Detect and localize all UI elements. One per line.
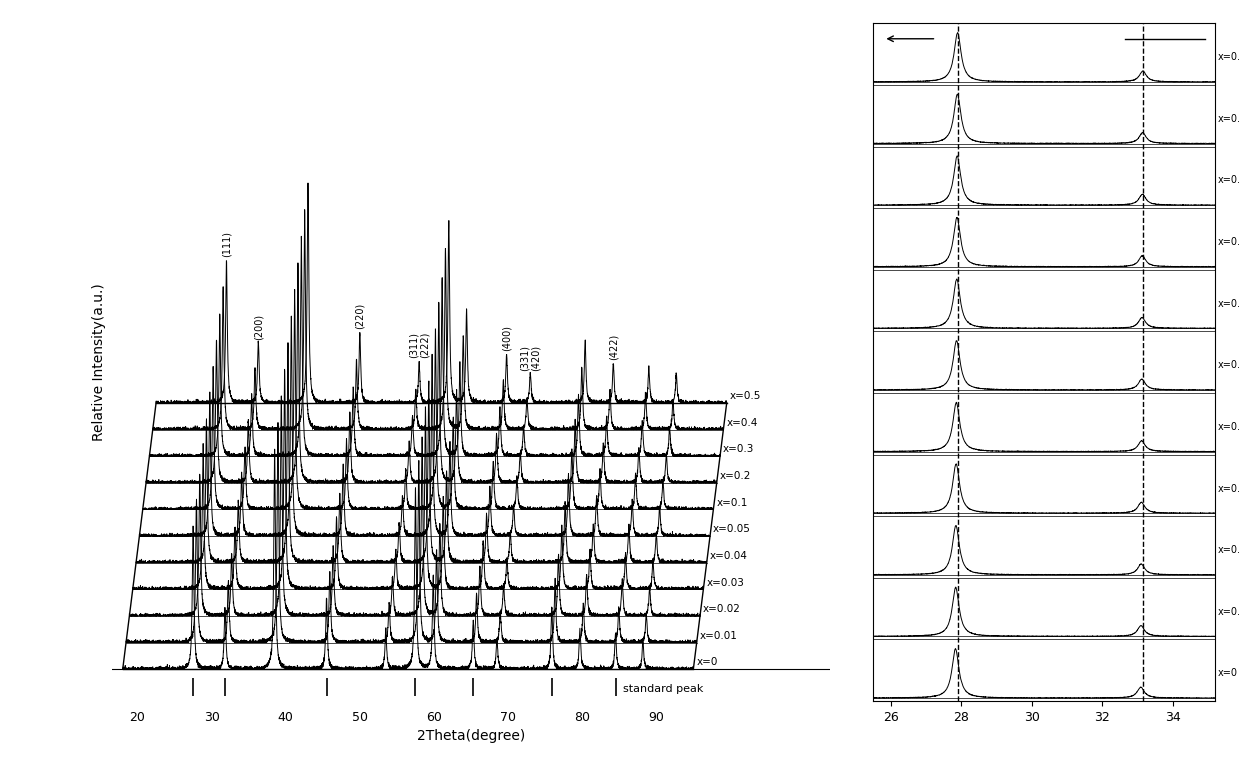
Text: (200): (200) <box>253 313 263 340</box>
Y-axis label: Relative Intensity(a.u.): Relative Intensity(a.u.) <box>92 284 107 441</box>
Text: x=0.03: x=0.03 <box>1218 484 1240 494</box>
Text: x=0.03: x=0.03 <box>707 577 744 587</box>
Text: x=0.1: x=0.1 <box>717 498 748 508</box>
Text: x=0: x=0 <box>1218 668 1238 679</box>
Text: (311)
(222): (311) (222) <box>408 332 430 358</box>
Text: x=0.05: x=0.05 <box>1218 361 1240 370</box>
Text: x=0: x=0 <box>697 657 718 668</box>
Text: x=0.5: x=0.5 <box>1218 52 1240 62</box>
Text: x=0.04: x=0.04 <box>1218 422 1240 432</box>
Text: x=0.04: x=0.04 <box>709 551 748 561</box>
Text: standard peak: standard peak <box>622 684 703 693</box>
Text: x=0.2: x=0.2 <box>1218 237 1240 247</box>
Text: (220): (220) <box>355 303 365 329</box>
Text: x=0.05: x=0.05 <box>713 524 751 534</box>
Text: x=0.01: x=0.01 <box>699 631 738 641</box>
Text: (111): (111) <box>222 231 232 257</box>
Text: x=0.2: x=0.2 <box>719 471 751 481</box>
Text: (331)
(420): (331) (420) <box>520 345 541 372</box>
X-axis label: 2Theta(degree): 2Theta(degree) <box>417 729 526 743</box>
Text: x=0.4: x=0.4 <box>727 418 758 428</box>
Text: (422): (422) <box>609 334 619 361</box>
Text: x=0.5: x=0.5 <box>729 391 761 401</box>
Text: x=0.3: x=0.3 <box>723 445 754 454</box>
Text: (400): (400) <box>502 325 512 351</box>
Text: x=0.02: x=0.02 <box>1218 545 1240 555</box>
Text: x=0.1: x=0.1 <box>1218 298 1240 308</box>
Text: x=0.4: x=0.4 <box>1218 114 1240 124</box>
Text: x=0.01: x=0.01 <box>1218 607 1240 617</box>
Text: x=0.3: x=0.3 <box>1218 175 1240 185</box>
Text: x=0.02: x=0.02 <box>703 605 740 614</box>
